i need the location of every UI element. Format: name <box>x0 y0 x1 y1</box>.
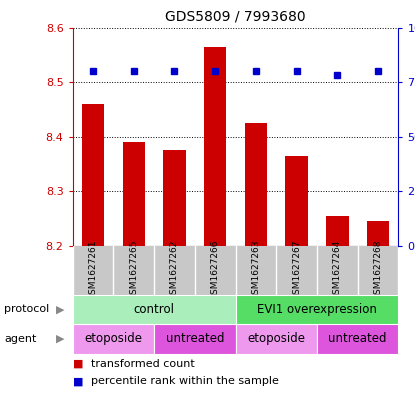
Text: ■: ■ <box>73 358 87 369</box>
Text: GSM1627264: GSM1627264 <box>333 240 342 300</box>
Bar <box>317 324 398 354</box>
Bar <box>367 221 389 246</box>
Text: GSM1627265: GSM1627265 <box>129 240 138 300</box>
Bar <box>154 324 236 354</box>
Text: GSM1627268: GSM1627268 <box>374 240 383 300</box>
Text: GSM1627266: GSM1627266 <box>211 240 220 300</box>
Bar <box>236 324 317 354</box>
Text: GSM1627261: GSM1627261 <box>88 240 98 300</box>
Text: untreated: untreated <box>166 332 224 345</box>
Text: etoposide: etoposide <box>247 332 305 345</box>
Bar <box>286 156 308 246</box>
Text: GSM1627263: GSM1627263 <box>251 240 260 300</box>
Text: transformed count: transformed count <box>91 358 195 369</box>
Bar <box>204 47 226 246</box>
Text: ▶: ▶ <box>56 305 64 314</box>
Text: untreated: untreated <box>328 332 387 345</box>
Text: ▶: ▶ <box>56 334 64 344</box>
Text: percentile rank within the sample: percentile rank within the sample <box>91 376 279 386</box>
Bar <box>163 150 186 246</box>
Text: EVI1 overexpression: EVI1 overexpression <box>257 303 377 316</box>
Text: etoposide: etoposide <box>84 332 142 345</box>
Text: GSM1627262: GSM1627262 <box>170 240 179 300</box>
Text: control: control <box>134 303 175 316</box>
Text: protocol: protocol <box>4 305 49 314</box>
Bar <box>245 123 267 246</box>
Bar <box>326 216 349 246</box>
Bar <box>82 104 104 246</box>
Text: ■: ■ <box>73 376 87 386</box>
Title: GDS5809 / 7993680: GDS5809 / 7993680 <box>165 9 306 24</box>
Bar <box>122 142 145 246</box>
Bar <box>236 295 398 324</box>
Text: GSM1627267: GSM1627267 <box>292 240 301 300</box>
Text: agent: agent <box>4 334 37 344</box>
Bar <box>73 295 236 324</box>
Bar <box>73 324 154 354</box>
